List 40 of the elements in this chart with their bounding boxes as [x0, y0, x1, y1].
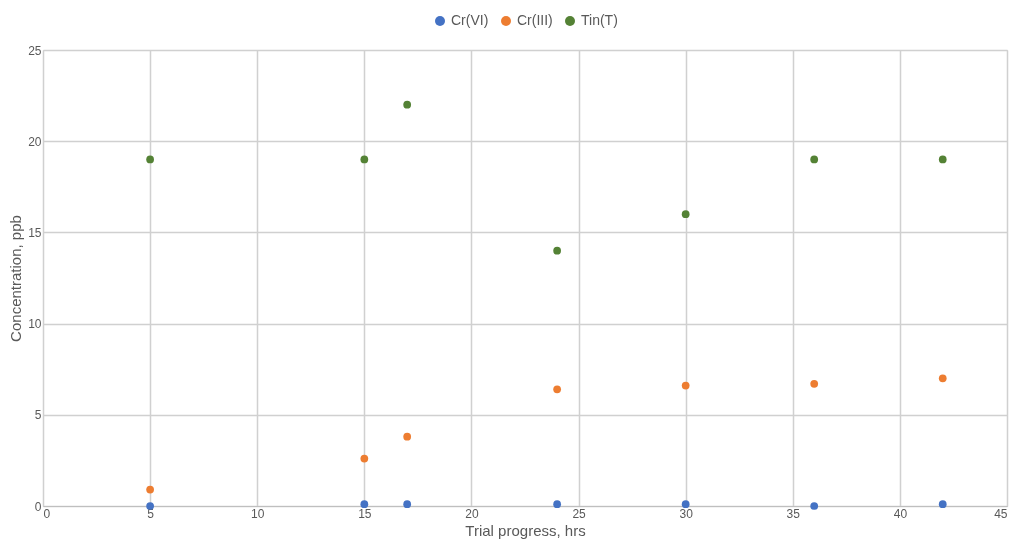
y-tick-label: 20: [28, 134, 42, 149]
x-tick-label: 30: [679, 506, 694, 521]
x-tick-label: 20: [465, 506, 479, 521]
point: [403, 500, 412, 509]
y-tick-label: 10: [28, 317, 42, 332]
point: [938, 500, 947, 509]
x-axis-title: Trial progress, hrs: [465, 521, 586, 539]
point: [146, 155, 154, 164]
point: [553, 385, 562, 394]
point: [681, 500, 690, 509]
legend-label: Tin(T): [581, 12, 618, 28]
point: [810, 502, 819, 510]
x-tick-label: 25: [572, 506, 587, 521]
point: [553, 246, 562, 255]
y-axis-title: Concentration, ppb: [7, 215, 25, 342]
point: [360, 155, 369, 164]
point: [146, 502, 154, 510]
point: [553, 500, 562, 509]
point: [681, 210, 690, 219]
point: [938, 155, 947, 164]
x-tick-label: 45: [994, 506, 1008, 521]
x-tick-label: 5: [147, 506, 155, 521]
x-tick-label: 10: [251, 506, 265, 521]
y-tick-label: 15: [28, 225, 42, 240]
x-tick-label: 40: [893, 506, 908, 521]
point: [360, 500, 369, 509]
legend-label: Cr(III): [517, 12, 553, 28]
point: [681, 381, 690, 390]
x-tick-label: 35: [786, 506, 801, 521]
y-tick-label: 25: [28, 43, 42, 58]
point: [146, 485, 154, 494]
point: [810, 155, 819, 164]
point: [403, 100, 412, 109]
point: [938, 374, 947, 383]
point: [360, 454, 369, 463]
y-tick-label: 5: [34, 408, 42, 423]
point: [810, 379, 819, 388]
legend-label: Cr(VI): [451, 12, 489, 28]
x-tick-label: 15: [358, 506, 372, 521]
point: [403, 432, 412, 441]
